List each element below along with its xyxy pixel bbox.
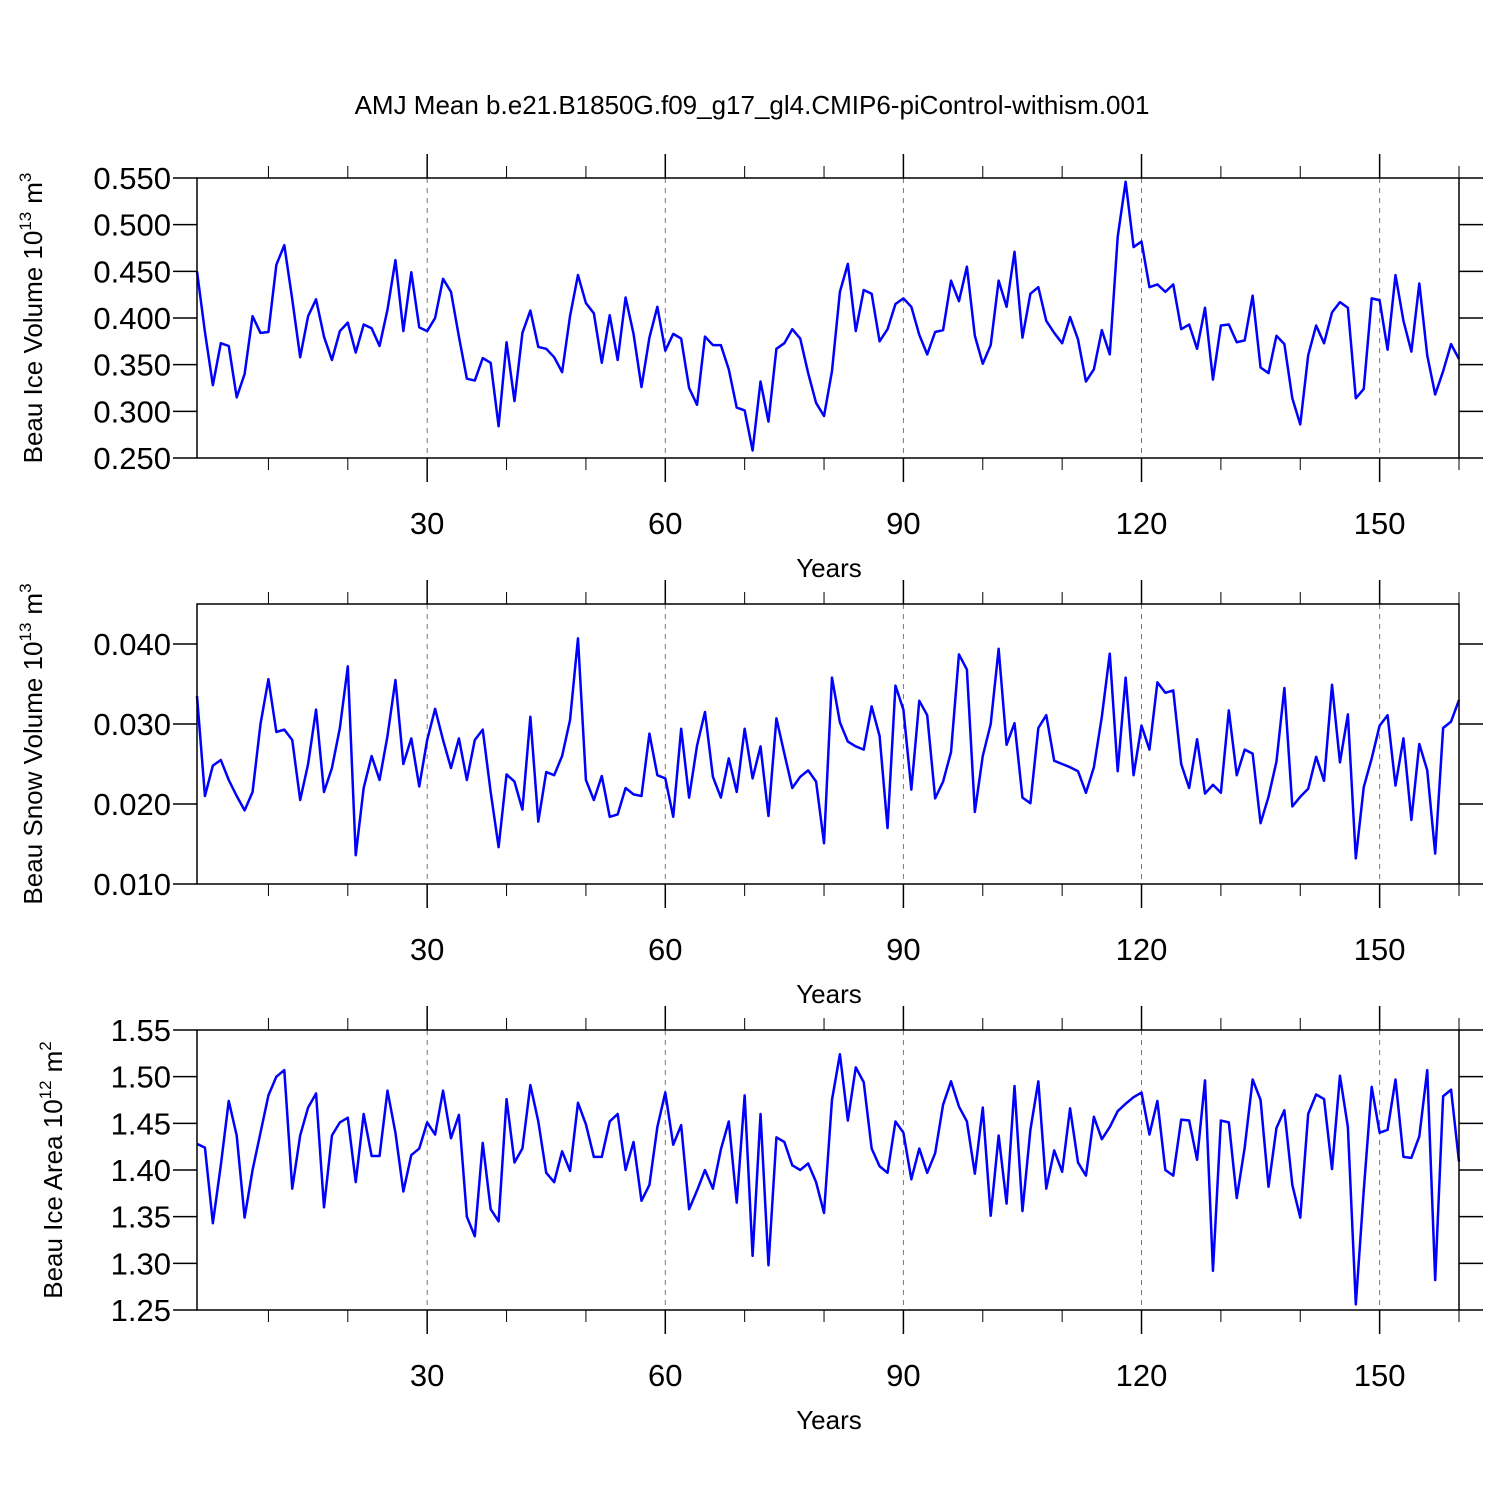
x-tick-label: 150 bbox=[1354, 932, 1406, 967]
y-tick-label: 0.020 bbox=[93, 787, 171, 822]
y-tick-label: 0.500 bbox=[93, 208, 171, 243]
x-axis-label: Years bbox=[796, 979, 862, 1009]
x-tick-label: 150 bbox=[1354, 506, 1406, 541]
x-tick-label: 60 bbox=[648, 1358, 682, 1393]
y-label-exponent: 13 bbox=[16, 623, 35, 642]
data-line bbox=[195, 180, 1461, 452]
y-label-text: Beau Snow Volume 10 bbox=[18, 641, 48, 904]
y-axis-label: Beau Snow Volume 1013 m3 bbox=[16, 583, 48, 904]
y-label-unit: m bbox=[18, 593, 48, 615]
y-tick-label: 1.35 bbox=[111, 1200, 171, 1235]
y-axis-label: Beau Ice Area 1012 m2 bbox=[36, 1041, 68, 1299]
x-tick-label: 90 bbox=[886, 1358, 920, 1393]
x-tick-label: 60 bbox=[648, 506, 682, 541]
y-tick-label: 0.040 bbox=[93, 627, 171, 662]
y-label-text: Beau Ice Volume 10 bbox=[18, 231, 48, 464]
x-axis-label: Years bbox=[796, 553, 862, 583]
x-tick-label: 90 bbox=[886, 506, 920, 541]
y-label-exponent: 13 bbox=[16, 212, 35, 231]
x-tick-label: 30 bbox=[410, 932, 444, 967]
y-tick-label: 0.350 bbox=[93, 348, 171, 383]
y-label-unit-exponent: 3 bbox=[16, 173, 35, 182]
plot-frame bbox=[196, 603, 1460, 885]
y-tick-label: 0.030 bbox=[93, 707, 171, 742]
y-tick-label: 0.550 bbox=[93, 161, 171, 196]
x-axis-label: Years bbox=[796, 1405, 862, 1435]
y-tick-label: 0.250 bbox=[93, 441, 171, 476]
figure-title: AMJ Mean b.e21.B1850G.f09_g17_gl4.CMIP6-… bbox=[355, 90, 1150, 120]
y-tick-label: 1.30 bbox=[111, 1246, 171, 1281]
y-tick-label: 1.55 bbox=[111, 1013, 171, 1048]
x-tick-label: 150 bbox=[1354, 1358, 1406, 1393]
y-tick-label: 0.450 bbox=[93, 254, 171, 289]
x-tick-label: 120 bbox=[1116, 932, 1168, 967]
x-tick-label: 120 bbox=[1116, 1358, 1168, 1393]
x-tick-label: 90 bbox=[886, 932, 920, 967]
y-label-text: Beau Ice Area 10 bbox=[38, 1099, 68, 1298]
data-line bbox=[196, 1053, 1461, 1306]
y-tick-label: 1.50 bbox=[111, 1060, 171, 1095]
y-label-unit-exponent: 2 bbox=[36, 1041, 55, 1050]
x-tick-label: 30 bbox=[410, 506, 444, 541]
x-tick-label: 60 bbox=[648, 932, 682, 967]
y-tick-label: 0.400 bbox=[93, 301, 171, 336]
data-line bbox=[195, 637, 1461, 860]
x-tick-label: 30 bbox=[410, 1358, 444, 1393]
y-tick-label: 0.010 bbox=[93, 867, 171, 902]
y-label-exponent: 12 bbox=[36, 1080, 55, 1099]
y-tick-label: 1.25 bbox=[111, 1293, 171, 1328]
y-label-unit: m bbox=[18, 182, 48, 204]
y-tick-label: 1.40 bbox=[111, 1153, 171, 1188]
y-label-unit: m bbox=[38, 1051, 68, 1073]
y-axis-label: Beau Ice Volume 1013 m3 bbox=[16, 173, 48, 464]
x-tick-label: 120 bbox=[1116, 506, 1168, 541]
y-tick-label: 0.300 bbox=[93, 394, 171, 429]
y-tick-label: 1.45 bbox=[111, 1106, 171, 1141]
y-label-unit-exponent: 3 bbox=[16, 583, 35, 592]
